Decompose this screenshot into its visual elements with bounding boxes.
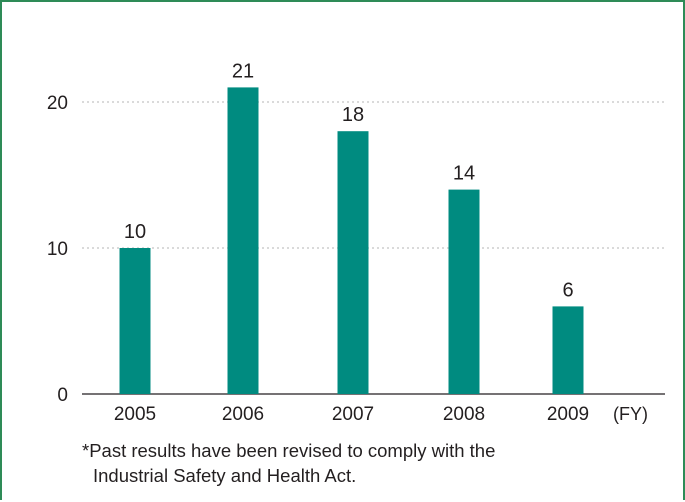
x-tick-label: 2005 — [114, 404, 156, 425]
bar-2005 — [119, 248, 151, 394]
data-label: 6 — [562, 279, 573, 301]
y-tick-label: 10 — [47, 239, 68, 260]
data-label: 21 — [232, 60, 254, 82]
y-tick-labels: 0 10 20 — [47, 93, 68, 406]
data-label: 14 — [453, 163, 475, 185]
bar-2009 — [552, 306, 584, 394]
footnote-line: *Past results have been revised to compl… — [82, 440, 496, 461]
x-tick-label: 2008 — [443, 404, 485, 425]
data-label: 10 — [124, 221, 146, 243]
y-tick-label: 20 — [47, 93, 68, 114]
x-tick-labels: 2005 2006 2007 2008 2009 — [114, 404, 589, 425]
y-tick-label: 0 — [57, 385, 68, 406]
x-tick-label: 2007 — [332, 404, 374, 425]
x-unit-label: (FY) — [613, 404, 648, 424]
bars — [119, 87, 584, 395]
bar-2008 — [448, 189, 480, 394]
bar-2006 — [227, 87, 259, 395]
x-tick-label: 2009 — [547, 404, 589, 425]
bar-2007 — [337, 131, 369, 394]
x-tick-label: 2006 — [222, 404, 264, 425]
footnote-line: Industrial Safety and Health Act. — [93, 465, 357, 486]
data-label: 18 — [342, 104, 364, 126]
data-labels: 10 21 18 14 6 — [124, 60, 574, 301]
footnote: *Past results have been revised to compl… — [82, 438, 662, 488]
